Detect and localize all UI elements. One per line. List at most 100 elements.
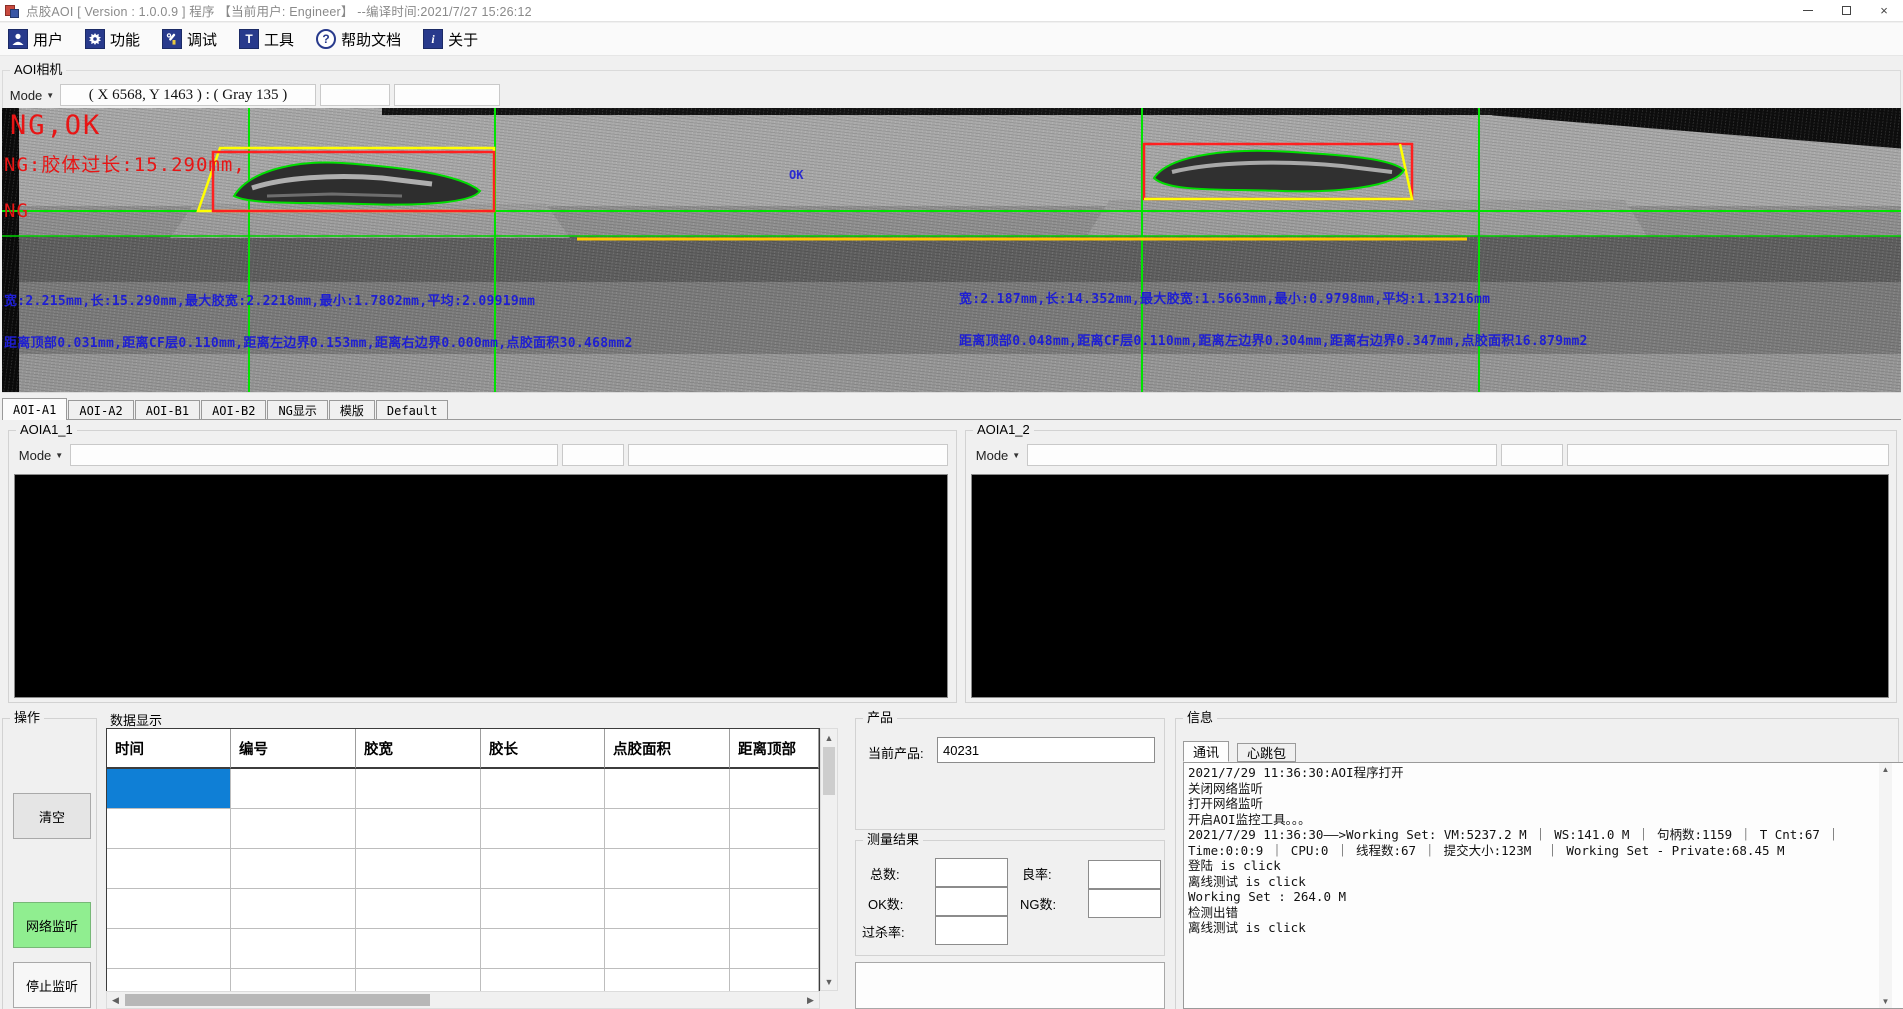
table-cell[interactable] (730, 889, 819, 929)
scroll-down-icon[interactable]: ▼ (1881, 997, 1890, 1006)
table-cell[interactable] (481, 969, 605, 1008)
aoia1-1-image-view[interactable] (14, 474, 948, 698)
table-cell[interactable] (605, 969, 730, 1008)
column-header[interactable]: 点胶面积 (605, 729, 730, 769)
overkill-input[interactable] (935, 916, 1008, 945)
table-cell[interactable] (730, 769, 819, 809)
scroll-up-icon[interactable]: ▲ (1881, 765, 1890, 774)
table-cell[interactable] (107, 929, 231, 969)
tab-heartbeat[interactable]: 心跳包 (1237, 743, 1297, 762)
product-group-label: 产品 (863, 710, 898, 725)
column-header[interactable]: 编号 (231, 729, 356, 769)
table-vscrollbar[interactable]: ▲ ▼ (820, 728, 838, 991)
table-cell[interactable] (356, 889, 481, 929)
table-cell[interactable] (107, 889, 231, 929)
table-row[interactable] (107, 889, 819, 929)
table-cell[interactable] (730, 969, 819, 1008)
vscroll-thumb[interactable] (823, 747, 835, 795)
data-table[interactable]: 时间 编号 胶宽 胶长 点胶面积 距离顶部 (106, 728, 820, 1009)
toolbar-item-user[interactable]: 用户 (8, 29, 63, 50)
table-row[interactable] (107, 969, 819, 1008)
yield-input[interactable] (1088, 860, 1161, 889)
toolbar-item-function[interactable]: 功能 (85, 29, 140, 50)
minimize-button[interactable] (1789, 0, 1827, 22)
scroll-right-icon[interactable]: ▶ (807, 994, 814, 1005)
table-cell[interactable] (356, 769, 481, 809)
tab-aoi-a1[interactable]: AOI-A1 (2, 398, 68, 420)
network-listen-button[interactable]: 网络监听 (13, 902, 91, 948)
table-cell[interactable] (107, 969, 231, 1008)
table-cell[interactable] (107, 769, 231, 809)
table-cell[interactable] (231, 769, 356, 809)
table-cell[interactable] (605, 809, 730, 849)
product-result-listbox[interactable] (855, 962, 1165, 1009)
scroll-up-icon[interactable]: ▲ (824, 732, 834, 743)
log-vscrollbar[interactable]: ▲ ▼ (1879, 763, 1892, 1008)
table-cell[interactable] (356, 969, 481, 1008)
aoia1-1-mode-dropdown[interactable]: Mode ▼ (16, 444, 66, 466)
table-cell[interactable] (356, 849, 481, 889)
table-cell[interactable] (107, 849, 231, 889)
camera-field-2 (320, 84, 390, 106)
hscroll-thumb[interactable] (125, 994, 430, 1006)
tab-template[interactable]: 模版 (328, 400, 375, 420)
tab-ng-display[interactable]: NG显示 (267, 400, 328, 420)
table-cell[interactable] (481, 809, 605, 849)
table-row[interactable] (107, 849, 819, 889)
clear-button[interactable]: 清空 (13, 793, 91, 839)
table-cell[interactable] (231, 849, 356, 889)
camera-image-view[interactable]: NG,OK NG:胶体过长:15.290mm, NG OK 宽:2.215mm,… (2, 108, 1901, 392)
table-cell[interactable] (481, 929, 605, 969)
scroll-left-icon[interactable]: ◀ (112, 994, 119, 1005)
table-cell[interactable] (730, 849, 819, 889)
toolbar-item-debug[interactable]: 调试 (162, 29, 217, 50)
table-cell[interactable] (481, 889, 605, 929)
table-cell[interactable] (356, 929, 481, 969)
column-header[interactable]: 时间 (107, 729, 231, 769)
ng-count-input[interactable] (1088, 889, 1161, 918)
table-cell[interactable] (605, 889, 730, 929)
table-cell[interactable] (231, 889, 356, 929)
aoia1-2-image-view[interactable] (971, 474, 1889, 698)
maximize-button[interactable] (1827, 0, 1865, 22)
toolbar-item-help[interactable]: ? 帮助文档 (316, 29, 401, 50)
toolbar-item-about[interactable]: i 关于 (423, 29, 478, 50)
tab-comm[interactable]: 通讯 (1183, 741, 1230, 762)
aoia1-2-mode-dropdown[interactable]: Mode ▼ (973, 444, 1023, 466)
tab-aoi-b2[interactable]: AOI-B2 (201, 400, 267, 420)
image-dark-band (2, 236, 1901, 282)
table-cell[interactable] (107, 809, 231, 849)
table-row[interactable] (107, 809, 819, 849)
tab-aoi-b1[interactable]: AOI-B1 (134, 400, 201, 420)
tab-aoi-a2[interactable]: AOI-A2 (68, 400, 134, 420)
main-toolbar: 用户 功能 调试 T 工具 ? 帮助文档 i 关于 (0, 23, 1903, 56)
column-header[interactable]: 胶长 (481, 729, 605, 769)
table-cell[interactable] (231, 929, 356, 969)
table-cell[interactable] (231, 809, 356, 849)
close-button[interactable]: × (1865, 0, 1903, 22)
stop-listen-button[interactable]: 停止监听 (13, 962, 91, 1008)
table-cell[interactable] (481, 769, 605, 809)
table-cell[interactable] (605, 929, 730, 969)
camera-mode-dropdown[interactable]: Mode ▼ (6, 84, 58, 106)
table-row[interactable] (107, 769, 819, 809)
current-product-input[interactable]: 40231 (937, 737, 1155, 763)
column-header[interactable]: 胶宽 (356, 729, 481, 769)
table-cell[interactable] (730, 929, 819, 969)
column-header[interactable]: 距离顶部 (730, 729, 819, 769)
scroll-down-icon[interactable]: ▼ (824, 976, 834, 987)
table-row[interactable] (107, 929, 819, 969)
gear-icon (85, 29, 106, 49)
total-input[interactable] (935, 858, 1008, 887)
table-cell[interactable] (231, 969, 356, 1008)
table-cell[interactable] (605, 849, 730, 889)
table-hscrollbar[interactable]: ◀ ▶ (106, 991, 820, 1009)
tab-default[interactable]: Default (375, 400, 449, 420)
toolbar-item-tools[interactable]: T 工具 (239, 29, 294, 50)
ok-count-input[interactable] (935, 887, 1008, 916)
table-cell[interactable] (730, 809, 819, 849)
comm-log[interactable]: 2021/7/29 11:36:30:AOI程序打开 关闭网络监听 打开网络监听 开启… (1183, 762, 1903, 1009)
table-cell[interactable] (481, 849, 605, 889)
table-cell[interactable] (605, 769, 730, 809)
table-cell[interactable] (356, 809, 481, 849)
